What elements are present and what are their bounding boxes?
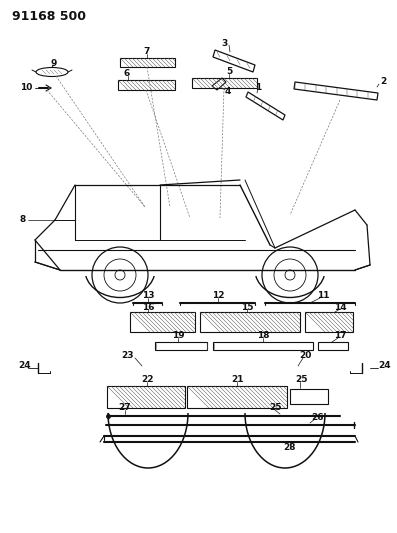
Text: 12: 12 [212,292,224,301]
Bar [130,312,195,332]
Text: 24: 24 [18,361,31,370]
Text: 91168 500: 91168 500 [12,10,86,23]
Text: 13: 13 [142,292,154,301]
Text: 23: 23 [122,351,134,360]
Text: 27: 27 [119,403,131,413]
Bar [187,386,287,408]
Text: 25: 25 [269,403,281,413]
Bar [213,342,313,350]
Bar [200,312,300,332]
Bar [318,342,348,350]
Text: 17: 17 [334,332,346,341]
Text: 2: 2 [380,77,386,86]
Text: 25: 25 [295,376,308,384]
Text: 8: 8 [20,215,26,224]
Text: 16: 16 [142,303,154,311]
Text: 9: 9 [51,59,57,68]
Text: 3: 3 [222,38,228,47]
Text: 18: 18 [257,332,269,341]
Text: 24: 24 [378,361,391,370]
Text: 4: 4 [225,86,231,95]
Bar [155,342,207,350]
Bar [107,386,185,408]
Bar [305,312,353,332]
Text: 14: 14 [334,303,346,311]
Text: 22: 22 [141,376,153,384]
Bar [118,80,175,90]
Text: 10: 10 [19,84,32,93]
Text: 20: 20 [299,351,311,360]
Text: 26: 26 [312,413,324,422]
Text: 5: 5 [226,68,232,77]
Bar [120,58,175,67]
Text: 21: 21 [231,376,243,384]
Bar [192,78,257,88]
Text: 11: 11 [317,292,329,301]
Text: 1: 1 [255,83,261,92]
Bar [290,389,328,404]
Text: 7: 7 [144,47,150,56]
Text: 15: 15 [241,303,253,311]
Text: 6: 6 [123,69,129,78]
Text: 19: 19 [172,332,184,341]
Text: 28: 28 [284,443,296,453]
